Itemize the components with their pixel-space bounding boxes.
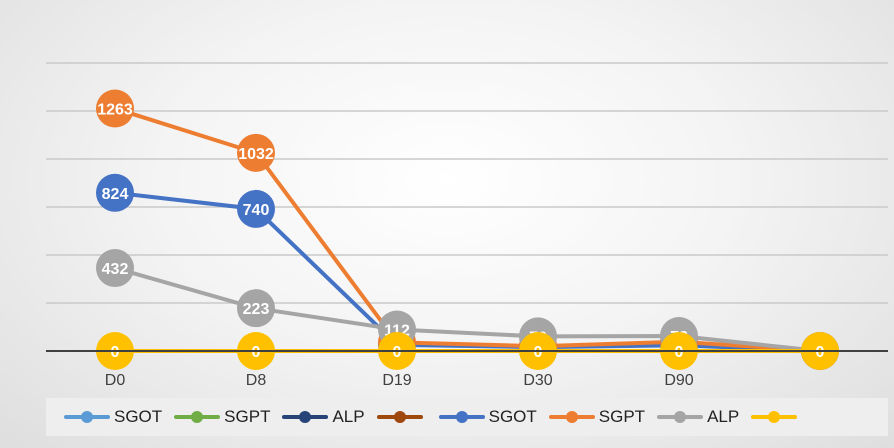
x-tick-label: D0 bbox=[105, 372, 126, 389]
data-point bbox=[237, 289, 275, 328]
legend-item: SGOT bbox=[64, 398, 162, 436]
x-axis: D0 D8 D19 D30 D90 bbox=[46, 350, 888, 389]
legend-item: SGPT bbox=[174, 398, 270, 436]
legend-swatch bbox=[376, 411, 423, 423]
series-markers: 8247403220300126310324525480432223112767… bbox=[96, 89, 839, 370]
data-label: 0 bbox=[252, 344, 261, 361]
x-tick-label: D19 bbox=[382, 372, 411, 389]
gridlines bbox=[46, 62, 888, 304]
legend-swatch bbox=[64, 411, 110, 423]
legend-item bbox=[376, 398, 427, 436]
legend-item: ALP bbox=[282, 398, 365, 436]
data-label: 223 bbox=[243, 301, 270, 318]
legend-swatch bbox=[548, 411, 595, 423]
legend-marker bbox=[768, 411, 781, 423]
data-point bbox=[96, 173, 134, 212]
data-label: 1032 bbox=[238, 146, 274, 163]
legend-swatch bbox=[657, 411, 704, 423]
data-point bbox=[237, 133, 275, 172]
legend-swatch bbox=[174, 411, 221, 423]
data-label: 0 bbox=[393, 344, 402, 361]
legend-marker bbox=[81, 411, 93, 423]
legend-swatch bbox=[438, 411, 485, 423]
data-label: 824 bbox=[102, 186, 129, 203]
data-label: 740 bbox=[243, 202, 270, 219]
data-label: 0 bbox=[111, 344, 120, 361]
data-label: 1263 bbox=[97, 102, 133, 119]
legend-item: SGPT bbox=[548, 398, 646, 436]
x-tick-label: D8 bbox=[246, 372, 267, 389]
series-line-5 bbox=[114, 106, 821, 353]
legend-marker bbox=[299, 411, 312, 423]
legend-swatch bbox=[751, 411, 798, 423]
legend-item bbox=[751, 398, 801, 436]
series-line-6 bbox=[114, 266, 821, 353]
legend: SGOT SGPT ALP SGOT SGPT ALP bbox=[46, 398, 888, 436]
legend-item: ALP bbox=[657, 398, 739, 436]
legend-marker bbox=[393, 411, 406, 423]
legend-label: ALP bbox=[707, 407, 740, 426]
data-label: 0 bbox=[675, 344, 684, 361]
data-label: 432 bbox=[102, 261, 129, 278]
legend-marker bbox=[455, 411, 468, 423]
series-line-4 bbox=[114, 190, 821, 353]
legend-label: SGOT bbox=[114, 407, 163, 426]
data-point bbox=[96, 249, 134, 288]
x-tick-label: D90 bbox=[664, 372, 693, 389]
data-label: 0 bbox=[816, 344, 825, 361]
legend-label: SGPT bbox=[598, 407, 646, 426]
legend-label: ALP bbox=[332, 407, 365, 426]
legend-item: SGOT bbox=[438, 398, 537, 436]
legend-label: SGPT bbox=[224, 407, 271, 426]
legend-marker bbox=[565, 411, 578, 423]
series-lines bbox=[114, 106, 821, 353]
legend-marker bbox=[191, 411, 204, 423]
x-tick-label: D30 bbox=[523, 372, 552, 389]
legend-swatch bbox=[282, 411, 329, 423]
data-point bbox=[96, 89, 134, 128]
legend-marker bbox=[674, 411, 687, 423]
legend-label: SGOT bbox=[488, 407, 537, 426]
data-point bbox=[237, 189, 275, 228]
data-label: 0 bbox=[534, 344, 543, 361]
